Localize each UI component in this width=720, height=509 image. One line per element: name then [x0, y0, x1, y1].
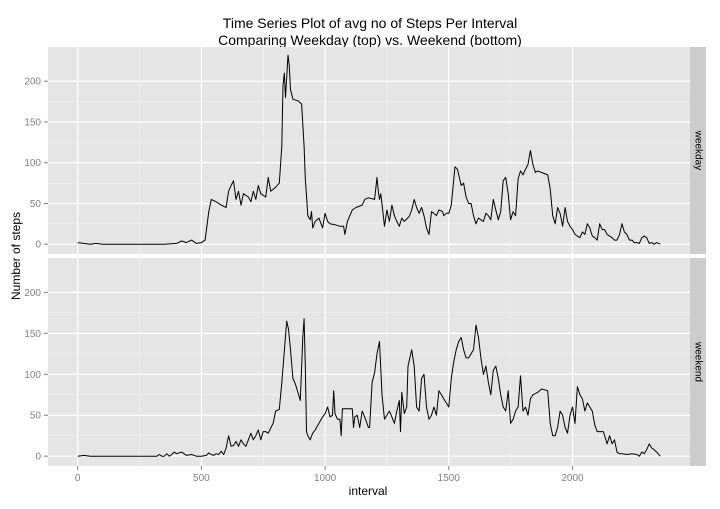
facet-strip-label: weekday: [692, 130, 703, 170]
y-tick-label: 100: [24, 158, 41, 169]
facet-panels: 0 50 100 150 200 weekday 0 50 100 150 200 weekend: [24, 47, 706, 466]
x-axis-ticks: 0 500 1000 1500 2000: [75, 466, 584, 484]
y-tick-label: 200: [24, 77, 41, 88]
x-tick-label: 0: [75, 473, 81, 484]
y-axis-label: Number of steps: [9, 212, 23, 300]
x-tick-label: 1500: [438, 473, 461, 484]
facet-strip-label: weekend: [692, 341, 703, 382]
facet-strip: [690, 47, 706, 254]
y-tick-label: 150: [24, 117, 41, 128]
chart-subtitle: Comparing Weekday (top) vs. Weekend (bot…: [218, 32, 522, 48]
x-tick-label: 500: [193, 473, 210, 484]
panel-background: [48, 47, 690, 254]
x-axis-label: interval: [349, 484, 388, 498]
y-tick-label: 50: [30, 199, 42, 210]
facet-panel-weekday: 0 50 100 150 200 weekday: [24, 47, 706, 254]
y-tick-label: 50: [30, 411, 42, 422]
facet-panel-weekend: 0 50 100 150 200 weekend: [24, 258, 706, 466]
y-tick-label: 0: [35, 452, 41, 463]
panel-background: [48, 258, 690, 466]
series-line-weekend: [77, 318, 661, 457]
facet-strip: [690, 258, 706, 466]
y-tick-label: 100: [24, 370, 41, 381]
y-tick-label: 150: [24, 329, 41, 340]
y-tick-label: 0: [35, 240, 41, 251]
series-line-weekday: [77, 54, 661, 245]
y-tick-label: 200: [24, 288, 41, 299]
chart-title: Time Series Plot of avg no of Steps Per …: [223, 15, 517, 31]
x-tick-label: 2000: [561, 473, 584, 484]
x-tick-label: 1000: [314, 473, 337, 484]
